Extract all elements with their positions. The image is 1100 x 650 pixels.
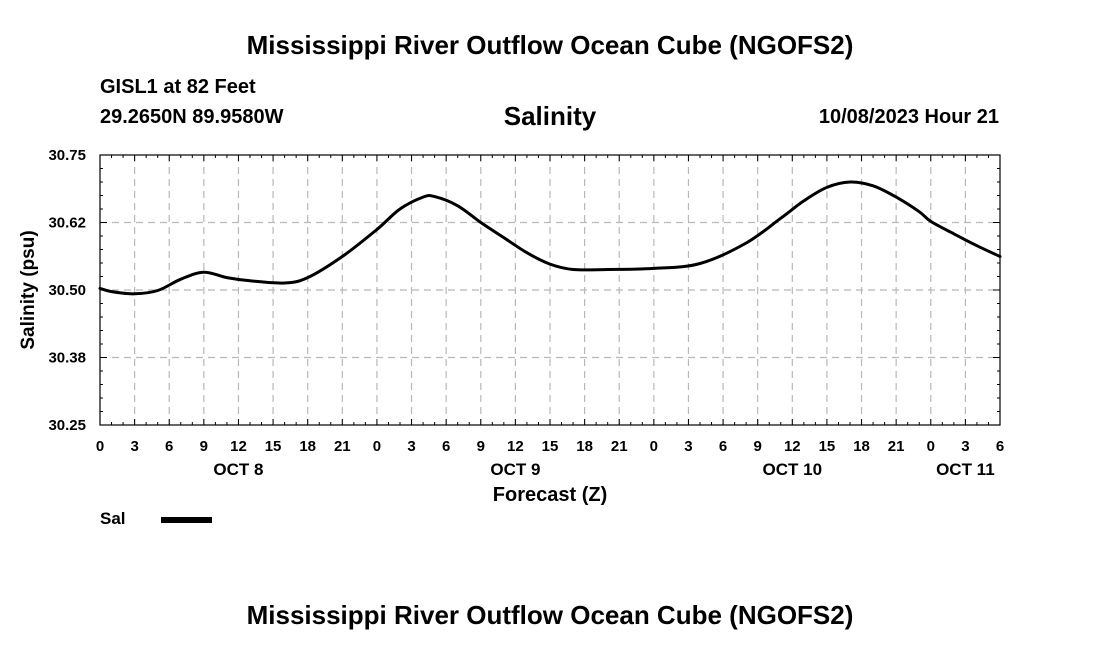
x-tick-label: 6 xyxy=(996,438,1004,455)
y-axis-title: Salinity (psu) xyxy=(18,230,39,349)
footer-title: Mississippi River Outflow Ocean Cube (NG… xyxy=(246,600,854,630)
legend-label: Sal xyxy=(100,509,126,528)
x-tick-labels: 0 3 6 9 12 15 18 21 0 3 6 9 12 15 18 21 0 3 6 9 12 15 18 21 0 3 6 xyxy=(96,438,1004,455)
x-tick-label: 12 xyxy=(507,438,524,455)
x-tick-label: 3 xyxy=(961,438,969,455)
x-tick-label: 12 xyxy=(784,438,801,455)
x-tick-label: 3 xyxy=(684,438,692,455)
x-tick-label: 18 xyxy=(299,438,316,455)
x-tick-label: 6 xyxy=(719,438,727,455)
x-tick-label: 6 xyxy=(442,438,450,455)
x-tick-label: 21 xyxy=(888,438,905,455)
x-tick-label: 18 xyxy=(853,438,870,455)
day-labels: OCT 8 OCT 9 OCT 10 OCT 11 xyxy=(213,460,994,479)
series-line-sal xyxy=(98,180,1002,296)
station-label: GISL1 at 82 Feet xyxy=(100,76,256,98)
x-tick-label: 9 xyxy=(477,438,485,455)
day-label: OCT 10 xyxy=(763,460,823,479)
x-tick-label: 18 xyxy=(576,438,593,455)
forecast-datetime: 10/08/2023 Hour 21 xyxy=(818,106,999,128)
x-tick-label: 0 xyxy=(927,438,935,455)
x-axis-title: Forecast (Z) xyxy=(493,484,607,506)
y-tick-label: 30.50 xyxy=(48,282,86,299)
x-tick-label: 21 xyxy=(334,438,351,455)
x-tick-label: 9 xyxy=(754,438,762,455)
day-label: OCT 9 xyxy=(490,460,540,479)
y-tick-labels: 30.25 30.38 30.50 30.62 30.75 xyxy=(48,147,86,434)
x-tick-label: 3 xyxy=(407,438,415,455)
x-tick-label: 15 xyxy=(542,438,559,455)
x-tick-label: 0 xyxy=(650,438,658,455)
chart-title: Salinity xyxy=(503,101,597,131)
x-tick-label: 0 xyxy=(373,438,381,455)
legend-line-swatch xyxy=(161,517,212,523)
x-tick-label: 9 xyxy=(200,438,208,455)
x-tick-label: 6 xyxy=(165,438,173,455)
page-title: Mississippi River Outflow Ocean Cube (NG… xyxy=(246,30,854,60)
y-tick-label: 30.62 xyxy=(48,215,86,232)
y-tick-label: 30.75 xyxy=(48,147,86,164)
x-tick-label: 15 xyxy=(265,438,282,455)
x-tick-label: 0 xyxy=(96,438,104,455)
station-coordinates: 29.2650N 89.9580W xyxy=(100,106,284,128)
day-label: OCT 11 xyxy=(936,460,995,479)
grid-lines xyxy=(100,155,1000,425)
y-tick-label: 30.38 xyxy=(48,350,86,367)
day-label: OCT 8 xyxy=(213,460,263,479)
axis-ticks xyxy=(99,154,1001,426)
y-tick-label: 30.25 xyxy=(48,417,86,434)
x-tick-label: 15 xyxy=(819,438,836,455)
x-tick-label: 12 xyxy=(230,438,247,455)
x-tick-label: 3 xyxy=(130,438,138,455)
x-tick-label: 21 xyxy=(611,438,628,455)
